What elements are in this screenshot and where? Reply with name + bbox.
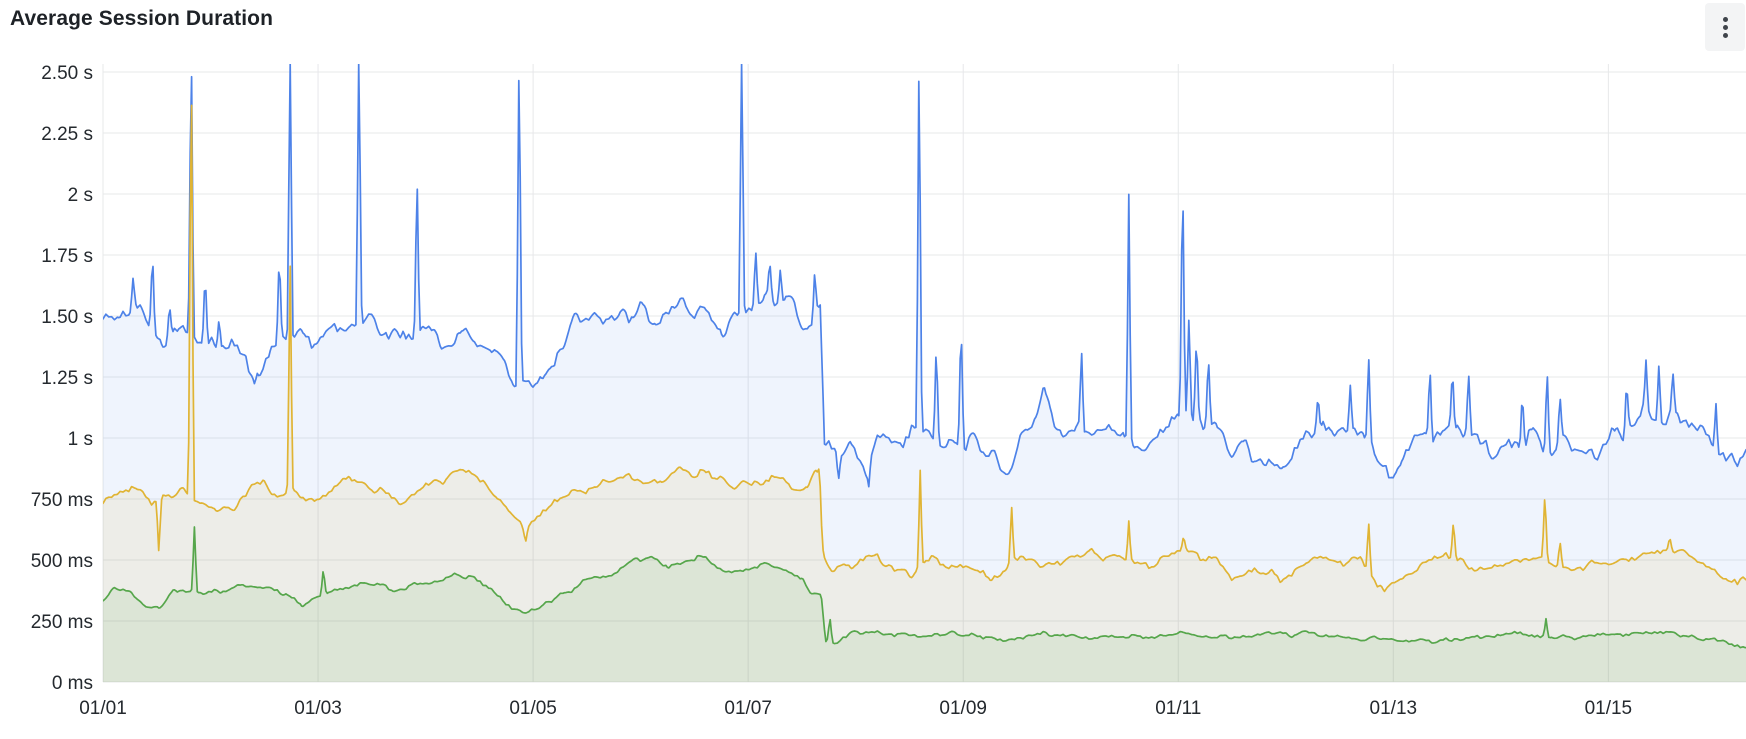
yellow-series-line: [103, 104, 1746, 593]
y-tick-label: 2.25 s: [41, 124, 93, 145]
panel-title: Average Session Duration: [10, 7, 274, 30]
x-tick-label: 01/07: [724, 698, 772, 719]
blue-series-line: [103, 64, 1746, 488]
green-series-fill: [103, 527, 1746, 682]
x-tick-label: 01/01: [79, 698, 127, 719]
panel-menu-button[interactable]: [1705, 3, 1745, 51]
kebab-menu-icon: [1722, 24, 1728, 30]
y-tick-label: 750 ms: [31, 490, 93, 511]
panel-header: Average Session Duration: [0, 0, 1746, 56]
x-tick-label: 01/05: [509, 698, 557, 719]
green-series-line: [103, 526, 1746, 649]
y-tick-label: 1 s: [68, 429, 93, 450]
y-tick-label: 1.25 s: [41, 368, 93, 389]
y-tick-label: 2 s: [68, 185, 93, 206]
x-tick-label: 01/11: [1155, 698, 1201, 719]
y-tick-label: 1.50 s: [41, 307, 93, 328]
blue-series-fill: [103, 64, 1746, 682]
yellow-series-fill: [103, 105, 1746, 682]
y-tick-label: 0 ms: [52, 673, 93, 694]
x-tick-label: 01/13: [1370, 698, 1418, 719]
y-tick-label: 250 ms: [31, 612, 93, 633]
x-tick-label: 01/03: [294, 698, 342, 719]
y-tick-label: 500 ms: [31, 551, 93, 572]
x-tick-label: 01/15: [1585, 698, 1633, 719]
x-tick-label: 01/09: [939, 698, 987, 719]
y-tick-label: 1.75 s: [41, 246, 93, 267]
y-tick-label: 2.50 s: [41, 63, 93, 84]
